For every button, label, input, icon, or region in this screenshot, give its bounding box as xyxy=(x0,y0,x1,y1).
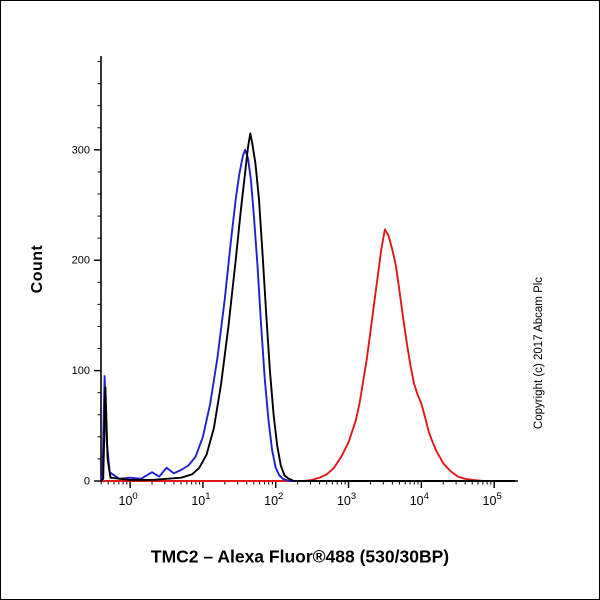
y-tick-label: 100 xyxy=(72,365,90,377)
y-tick-label: 300 xyxy=(72,144,90,156)
x-ticks: 100 101 102 103 104 105 xyxy=(100,481,502,508)
x-tick-label: 103 xyxy=(337,491,356,508)
y-tick-label: 0 xyxy=(84,476,90,488)
series-black-control-curve xyxy=(100,132,516,482)
chart-title: TMC2 – Alexa Fluor®488 (530/30BP) xyxy=(150,546,450,567)
y-ticks: 0 100 200 300 xyxy=(72,61,101,488)
x-tick-label: 102 xyxy=(264,491,283,508)
y-axis-label: Count xyxy=(29,244,46,294)
copyright-watermark: Copyright (c) 2017 Abcam Plc xyxy=(533,276,545,430)
x-tick-label: 100 xyxy=(119,491,138,508)
axes xyxy=(100,56,518,482)
y-tick-label: 200 xyxy=(72,255,90,267)
x-tick-label: 101 xyxy=(191,491,210,508)
series-red-sample-curve xyxy=(100,228,516,482)
x-tick-label: 104 xyxy=(410,491,429,508)
series-blue-control-curve xyxy=(100,148,516,482)
x-tick-label: 105 xyxy=(483,491,502,508)
